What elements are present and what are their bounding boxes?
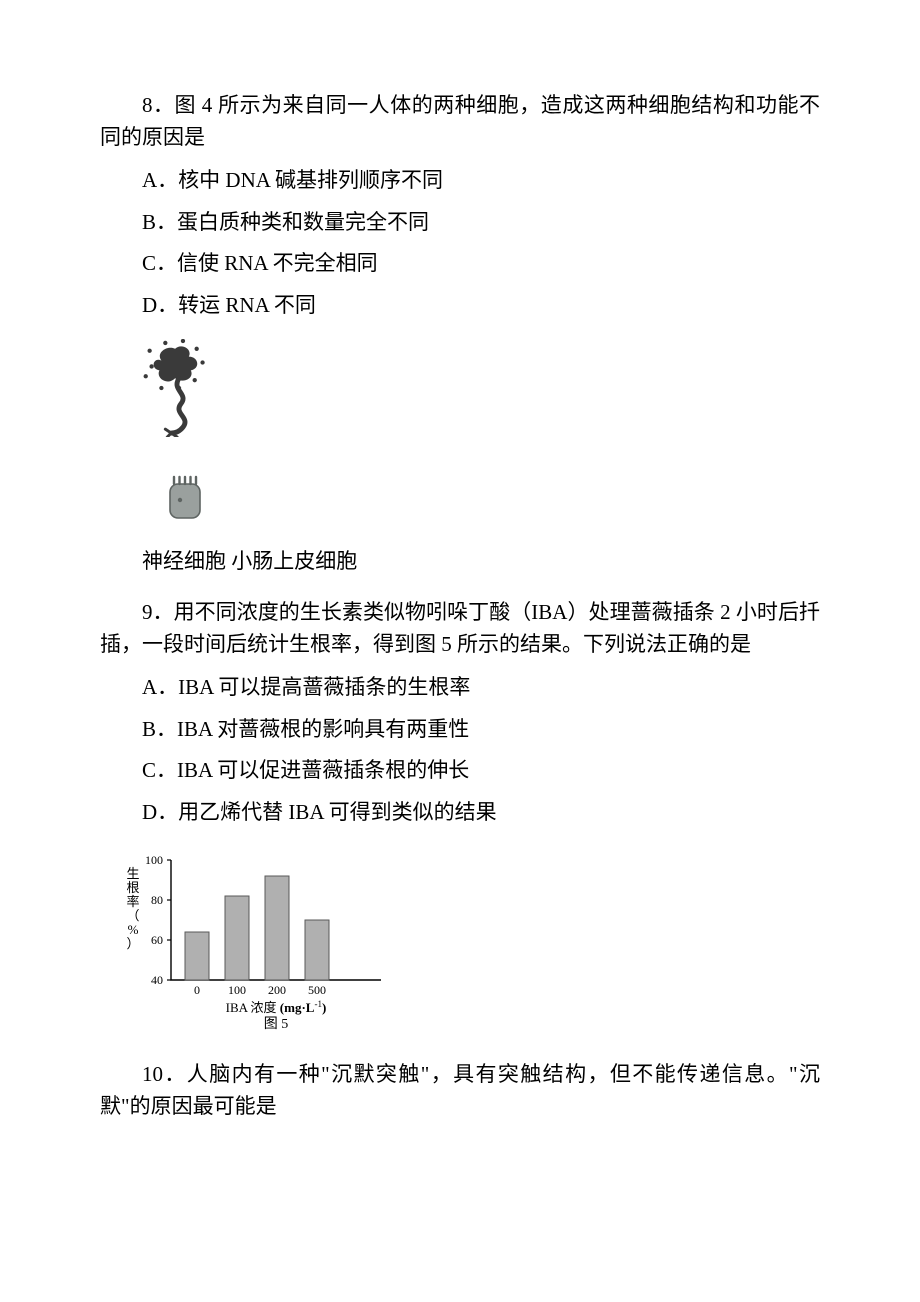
svg-text:0: 0 [194, 983, 200, 997]
svg-text:100: 100 [145, 853, 163, 867]
q9-option-a: A．IBA 可以提高蔷薇插条的生根率 [100, 672, 820, 704]
q9-option-c: C．IBA 可以促进蔷薇插条根的伸长 [100, 755, 820, 787]
q8-figure-neuron [132, 339, 820, 442]
q8-option-b: B．蛋白质种类和数量完全不同 [100, 207, 820, 239]
svg-text:生根率（%）: 生根率（%） [127, 866, 140, 951]
q8-option-d: D．转运 RNA 不同 [100, 290, 820, 322]
q8-figure-caption: 神经细胞 小肠上皮细胞 [100, 545, 820, 575]
bar-chart-icon: 40 60 80 100 0 100 200 500 生根率（%） IBA 浓度 (mg·L-1)… [119, 852, 391, 1032]
epithelial-cell-icon [166, 474, 206, 522]
svg-text:80: 80 [151, 893, 163, 907]
q8-option-c: C．信使 RNA 不完全相同 [100, 248, 820, 280]
q9-option-d: D．用乙烯代替 IBA 可得到类似的结果 [100, 797, 820, 829]
svg-text:图 5: 图 5 [264, 1017, 289, 1032]
svg-text:200: 200 [268, 983, 286, 997]
q10-prompt: 10．人脑内有一种"沉默突触"，具有突触结构，但不能传递信息。"沉默"的原因最可… [100, 1059, 820, 1122]
svg-text:100: 100 [228, 983, 246, 997]
svg-text:500: 500 [308, 983, 326, 997]
q8-figure-epithelial [132, 454, 820, 527]
svg-text:IBA 浓度 (mg·L-1): IBA 浓度 (mg·L-1) [226, 999, 327, 1015]
neuron-icon [132, 339, 230, 437]
q9-prompt: 9．用不同浓度的生长素类似物吲哚丁酸（IBA）处理蔷薇插条 2 小时后扦插，一段… [100, 597, 820, 660]
svg-text:40: 40 [151, 973, 163, 987]
q8-option-a: A．核中 DNA 碱基排列顺序不同 [100, 165, 820, 197]
svg-text:60: 60 [151, 933, 163, 947]
q9-option-b: B．IBA 对蔷薇根的影响具有两重性 [100, 714, 820, 746]
q9-chart: 40 60 80 100 0 100 200 500 生根率（%） IBA 浓度 (mg·L-1)… [119, 852, 820, 1037]
q8-prompt: 8．图 4 所示为来自同一人体的两种细胞，造成这两种细胞结构和功能不同的原因是 [100, 90, 820, 153]
